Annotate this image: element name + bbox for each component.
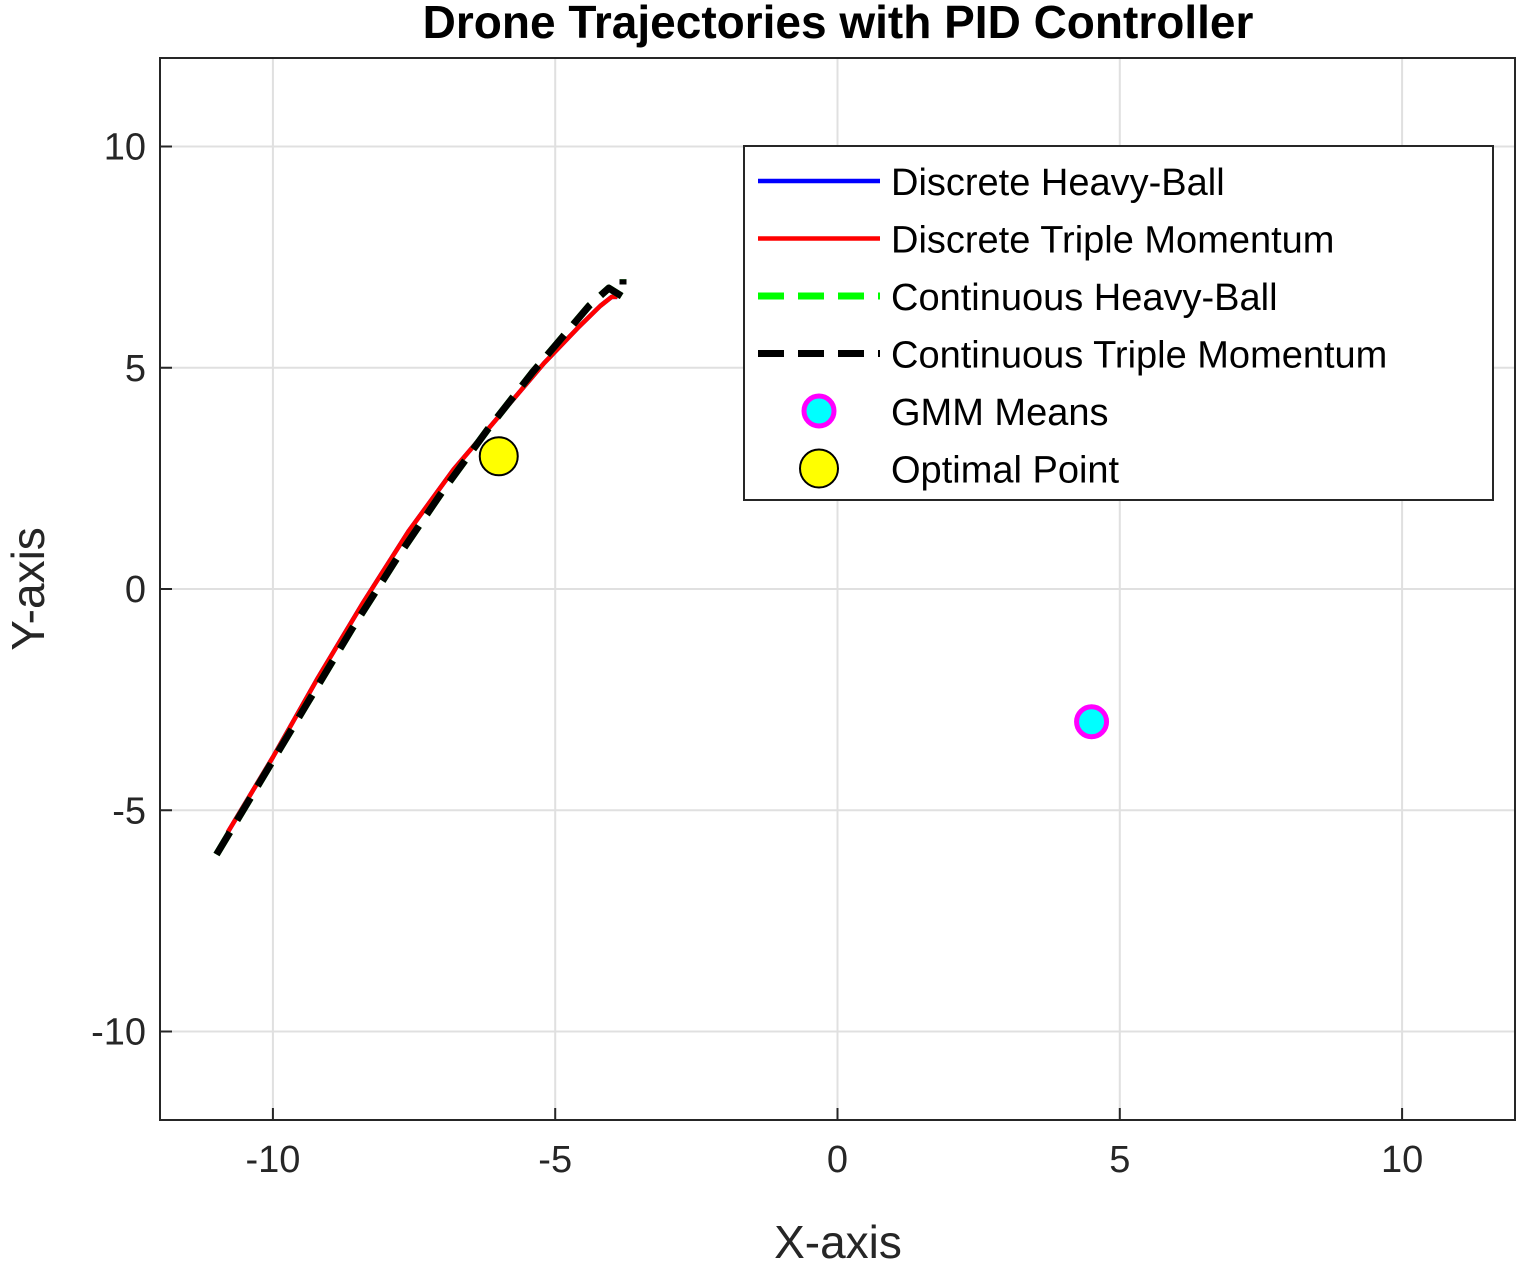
x-tick-label: 5 bbox=[1109, 1139, 1130, 1181]
legend-label: Continuous Triple Momentum bbox=[891, 335, 1387, 377]
x-tick-label: -5 bbox=[538, 1139, 572, 1181]
series-point bbox=[478, 436, 519, 477]
y-tick-label: 5 bbox=[125, 348, 146, 390]
legend-label: Optimal Point bbox=[891, 450, 1120, 492]
legend-box bbox=[743, 145, 1494, 501]
y-axis-label: Y-axis bbox=[2, 527, 54, 651]
y-tick-label: 10 bbox=[104, 127, 146, 169]
legend-label: Discrete Heavy-Ball bbox=[891, 162, 1225, 204]
x-tick-label: 10 bbox=[1381, 1139, 1423, 1181]
legend: Discrete Heavy-Ball Discrete Triple Momen… bbox=[743, 145, 1494, 501]
axis-ticks: -10 -5 0 5 10 -10 -5 0 5 10 bbox=[91, 127, 1423, 1182]
x-axis-label: X-axis bbox=[774, 1216, 902, 1263]
legend-label: GMM Means bbox=[891, 392, 1108, 434]
legend-label: Discrete Triple Momentum bbox=[891, 220, 1334, 262]
series-line bbox=[213, 279, 627, 857]
series-line bbox=[225, 294, 618, 834]
y-tick-label: -10 bbox=[91, 1012, 146, 1054]
chart-title: Drone Trajectories with PID Controller bbox=[423, 0, 1254, 48]
series-line bbox=[225, 294, 618, 834]
series-point bbox=[1074, 704, 1110, 740]
series-line bbox=[213, 279, 627, 857]
y-tick-label: 0 bbox=[125, 569, 146, 611]
legend-marker bbox=[801, 393, 837, 429]
x-tick-label: -10 bbox=[245, 1139, 300, 1181]
legend-marker bbox=[799, 448, 839, 489]
legend-label: Continuous Heavy-Ball bbox=[891, 277, 1278, 319]
series-layer bbox=[213, 279, 1110, 857]
x-tick-label: 0 bbox=[827, 1139, 848, 1181]
y-tick-label: -5 bbox=[112, 790, 146, 832]
